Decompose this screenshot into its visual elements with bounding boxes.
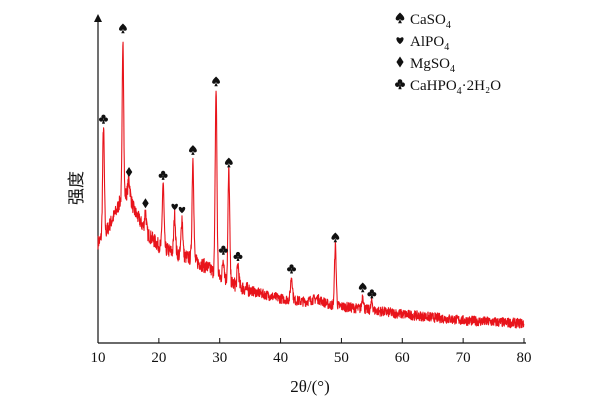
x-tick-label: 70 xyxy=(456,350,471,366)
peak-marker-club-icon xyxy=(98,114,108,124)
peak-marker-diamond-icon xyxy=(125,167,133,177)
peak-marker-heart-icon xyxy=(178,206,186,214)
peak-marker-spade-icon xyxy=(212,76,221,87)
x-tick-label: 60 xyxy=(395,350,410,366)
peak-marker-spade-icon xyxy=(224,157,233,168)
peak-markers xyxy=(98,23,377,299)
legend-item: CaSO4 xyxy=(395,12,451,31)
diamond-icon xyxy=(396,56,404,68)
x-tick-label: 50 xyxy=(334,350,349,366)
axes xyxy=(94,14,526,344)
peak-marker-club-icon xyxy=(367,289,377,299)
peak-marker-spade-icon xyxy=(119,23,127,34)
legend-label: MgSO4 xyxy=(410,56,455,75)
x-ticks: 10 20 30 40 50 60 70 80 xyxy=(91,338,532,366)
peak-marker-club-icon xyxy=(158,170,168,180)
x-tick-label: 30 xyxy=(212,350,227,366)
peak-marker-club-icon xyxy=(218,245,228,255)
peak-marker-diamond-icon xyxy=(142,198,149,209)
y-axis-arrow xyxy=(94,14,102,22)
series-line xyxy=(97,41,525,329)
legend-label: CaHPO4·2H₂O xyxy=(410,78,501,97)
x-axis-label: 2θ/(°) xyxy=(290,377,330,396)
series-xrd xyxy=(97,41,525,329)
x-tick-label: 20 xyxy=(151,350,166,366)
peak-marker-club-icon xyxy=(233,251,243,261)
peak-marker-spade-icon xyxy=(358,282,367,293)
peak-marker-club-icon xyxy=(287,264,297,274)
legend: CaSO4 AlPO4 MgSO4 CaHPO4·2H₂O xyxy=(395,12,501,97)
peak-marker-heart-icon xyxy=(171,203,178,211)
peak-marker-spade-icon xyxy=(188,145,197,155)
legend-item: AlPO4 xyxy=(396,34,449,53)
heart-icon xyxy=(396,37,404,45)
legend-item: MgSO4 xyxy=(396,56,455,75)
spade-icon xyxy=(395,12,405,24)
y-axis-label: 强度 xyxy=(67,171,86,205)
peak-marker-spade-icon xyxy=(331,232,340,243)
x-tick-label: 40 xyxy=(273,350,288,366)
x-tick-label: 10 xyxy=(91,350,106,366)
legend-label: AlPO4 xyxy=(410,34,449,53)
x-tick-label: 80 xyxy=(517,350,532,366)
club-icon xyxy=(395,79,405,90)
legend-item: CaHPO4·2H₂O xyxy=(395,78,501,97)
legend-label: CaSO4 xyxy=(410,12,451,31)
